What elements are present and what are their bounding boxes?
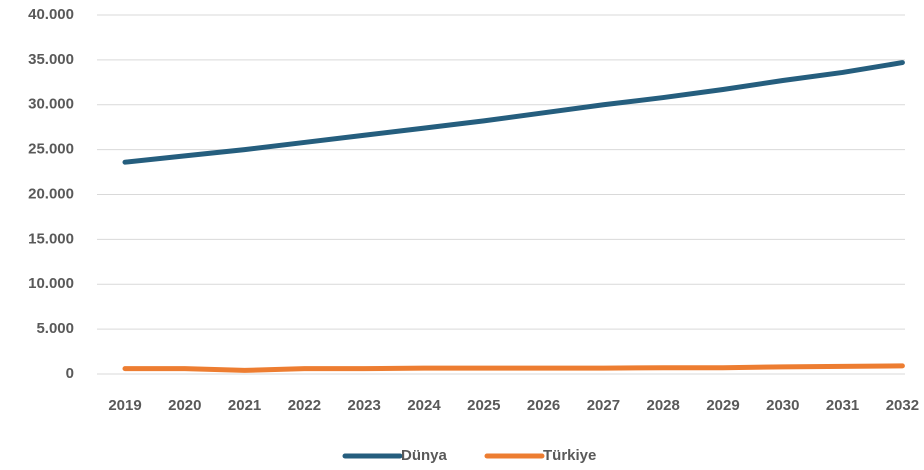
x-tick-label: 2020 [168, 397, 201, 414]
x-tick-label: 2025 [467, 397, 500, 414]
x-tick-label: 2026 [527, 397, 560, 414]
x-tick-label: 2030 [766, 397, 799, 414]
x-tick-label: 2032 [886, 397, 919, 414]
x-tick-label: 2031 [826, 397, 859, 414]
line-series [122, 60, 905, 165]
y-tick-label: 30.000 [28, 96, 74, 113]
x-tick-label: 2029 [706, 397, 739, 414]
x-tick-label: 2021 [228, 397, 261, 414]
y-tick-label: 40.000 [28, 6, 74, 23]
y-tick-label: 10.000 [28, 275, 74, 292]
x-tick-label: 2027 [587, 397, 620, 414]
y-tick-label: 20.000 [28, 185, 74, 202]
y-tick-label: 25.000 [28, 141, 74, 158]
line-series [122, 363, 905, 373]
y-tick-label: 15.000 [28, 230, 74, 247]
x-tick-label: 2028 [647, 397, 680, 414]
y-tick-label: 0 [66, 365, 74, 382]
legend-label: Türkiye [543, 447, 596, 464]
y-tick-label: 5.000 [36, 320, 74, 337]
x-tick-label: 2023 [348, 397, 381, 414]
x-tick-label: 2022 [288, 397, 321, 414]
y-tick-label: 35.000 [28, 51, 74, 68]
legend-label: Dünya [401, 447, 448, 464]
x-tick-label: 2019 [108, 397, 141, 414]
x-tick-label: 2024 [407, 397, 441, 414]
